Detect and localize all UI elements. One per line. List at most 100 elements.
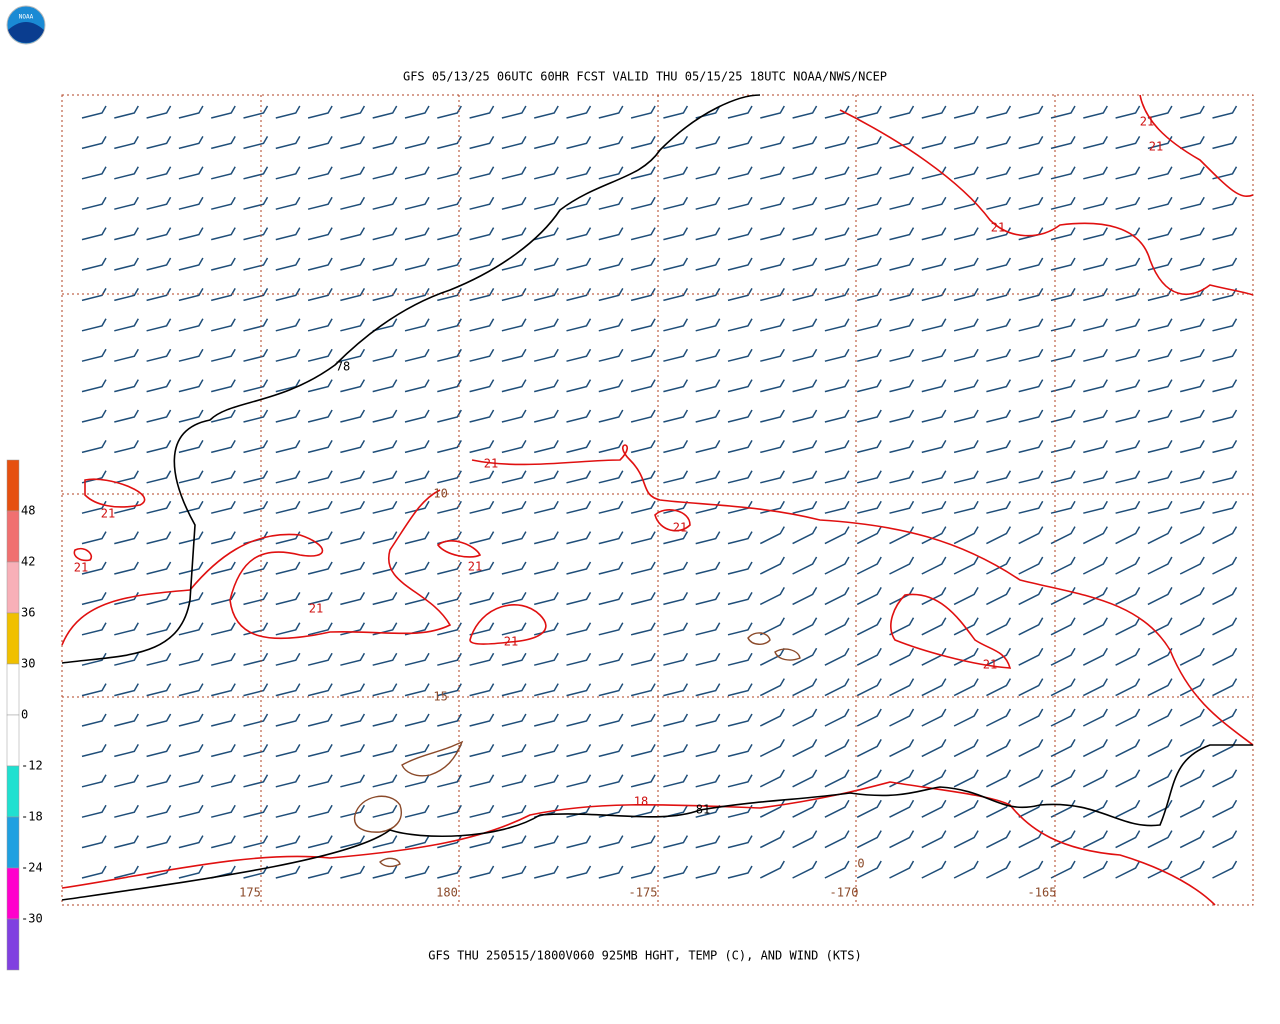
wind-barb [695, 592, 721, 606]
wind-barb [243, 166, 269, 180]
wind-barb [1180, 500, 1205, 514]
wind-barb [469, 500, 495, 514]
wind-barb [566, 227, 592, 241]
wind-barb [404, 804, 430, 818]
wind-barb [437, 288, 462, 302]
wind-barb [695, 652, 721, 666]
wind-barb [566, 136, 592, 150]
wind-barb [114, 774, 139, 788]
wind-barb [178, 470, 204, 484]
wind-barb [1147, 860, 1173, 879]
wind-barb [534, 288, 559, 302]
wind-barb [1180, 227, 1205, 241]
wind-barb [146, 713, 172, 727]
wind-barb [372, 136, 398, 150]
wind-barb [889, 470, 915, 484]
wind-barb [824, 196, 850, 210]
wind-barb [1180, 348, 1205, 362]
wind-barb [1147, 348, 1173, 362]
wind-barb [760, 288, 785, 302]
wind-barb [372, 774, 398, 788]
wind-barb [469, 622, 495, 636]
wind-barb [146, 531, 172, 545]
wind-barb [598, 136, 624, 150]
wind-barb [469, 865, 495, 879]
wind-barb [307, 804, 333, 818]
wind-barb [501, 804, 527, 818]
wind-barb [759, 769, 785, 788]
wind-barb [566, 865, 592, 879]
wind-barb [1018, 105, 1044, 119]
wind-barb [211, 592, 236, 606]
wind-barb [275, 470, 301, 484]
wind-barb [1083, 409, 1108, 423]
wind-barb [81, 288, 107, 302]
wind-barb [404, 835, 430, 849]
wind-barb [178, 440, 204, 454]
temperature-label: 21 [74, 561, 88, 575]
wind-barb [1147, 739, 1173, 758]
wind-barb [630, 592, 656, 606]
wind-barb [663, 713, 689, 727]
wind-barb [695, 257, 721, 271]
wind-barb [1212, 617, 1238, 636]
contour-21 [469, 604, 547, 645]
island [379, 857, 401, 868]
temperature-label: 21 [309, 602, 323, 616]
wind-barb [114, 744, 139, 758]
wind-barb [598, 592, 624, 606]
wind-barb [211, 166, 236, 180]
wind-barb [243, 683, 269, 697]
wind-barb [211, 257, 236, 271]
wind-barb [1147, 379, 1173, 393]
wind-barb [1083, 379, 1108, 393]
temperature-label: 18 [634, 795, 648, 809]
wind-barb [243, 440, 269, 454]
color-label: 42 [21, 555, 35, 569]
wind-barb [598, 865, 624, 879]
wind-barb [307, 196, 333, 210]
wind-barb [534, 592, 559, 606]
color-swatch [6, 816, 20, 869]
wind-barb [1082, 647, 1108, 666]
wind-barb [566, 652, 592, 666]
wind-barb [1018, 136, 1044, 150]
wind-barb [953, 318, 979, 332]
wind-barb [211, 470, 236, 484]
wind-barb [598, 227, 624, 241]
wind-barb [857, 257, 882, 271]
wind-barb [1115, 166, 1141, 180]
wind-barb [437, 227, 462, 241]
wind-barb [1018, 440, 1044, 454]
wind-barb [663, 592, 689, 606]
wind-barb [114, 409, 139, 423]
wind-barb [81, 409, 107, 423]
wind-barb [211, 105, 236, 119]
wind-barb [953, 196, 979, 210]
wind-barb [889, 678, 915, 697]
wind-barb [759, 860, 785, 879]
wind-barb [857, 105, 882, 119]
wind-barb [114, 227, 139, 241]
wind-barb [1115, 288, 1141, 302]
wind-barb [243, 136, 269, 150]
wind-barb [372, 500, 398, 514]
wind-barb [1115, 348, 1141, 362]
wind-barb [437, 470, 462, 484]
wind-barb [889, 348, 915, 362]
wind-barb [501, 166, 527, 180]
wind-barb [566, 257, 592, 271]
wind-barb [469, 683, 495, 697]
wind-barb [598, 500, 624, 514]
wind-barb [598, 744, 624, 758]
wind-barb [630, 835, 656, 849]
wind-barb [81, 136, 107, 150]
wind-barb [856, 830, 882, 849]
wind-barb [501, 409, 527, 423]
wind-barb [1115, 647, 1141, 666]
wind-barb [760, 105, 785, 119]
wind-barb [1083, 318, 1108, 332]
wind-barb [469, 409, 495, 423]
wind-barb [889, 556, 915, 575]
wind-barb [372, 288, 398, 302]
